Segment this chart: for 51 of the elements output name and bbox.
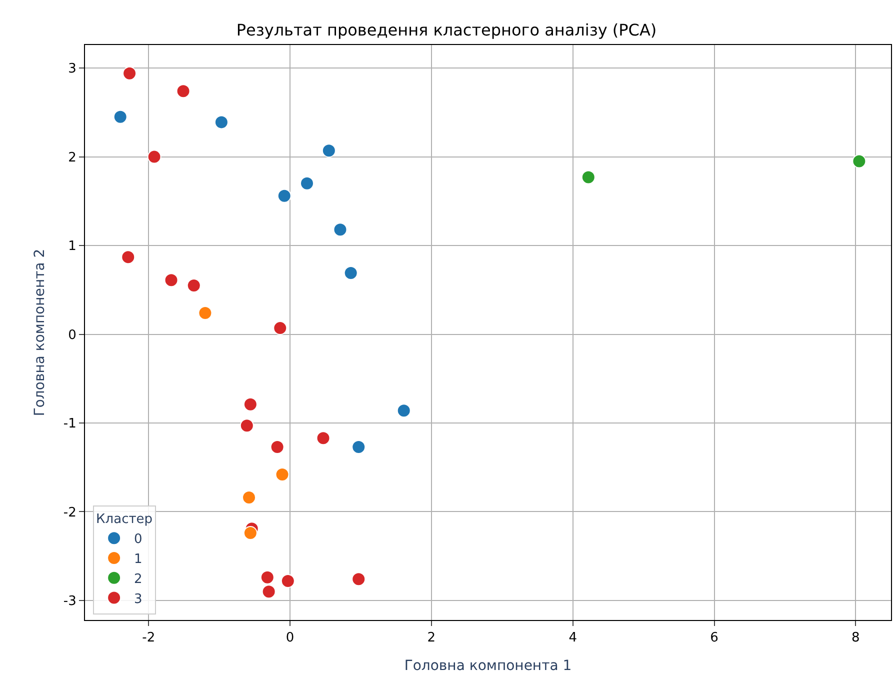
y-tick-label: 0 [68, 328, 76, 343]
point [581, 170, 596, 184]
chart-title: Результат проведення кластерного аналізу (PCA) [236, 20, 657, 40]
point [273, 321, 288, 336]
y-tick-label: -1 [63, 416, 76, 432]
y-tick-label: 3 [68, 62, 76, 77]
y-tick-label: -2 [63, 505, 76, 520]
point [260, 570, 274, 584]
point [396, 404, 411, 418]
x-tick-label: 8 [852, 630, 860, 646]
y-tick-label: 2 [68, 150, 76, 166]
point [344, 266, 358, 280]
point [280, 574, 295, 588]
y-tick-label: 1 [68, 239, 76, 254]
point [300, 176, 314, 190]
x-tick-label: 4 [568, 630, 577, 646]
x-tick-label: -2 [142, 630, 156, 646]
point [186, 278, 201, 292]
x-tick-label: 2 [427, 630, 436, 646]
point [147, 150, 162, 164]
x-axis-title: Головна компонента 1 [404, 658, 572, 674]
legend-label: 0 [134, 532, 142, 548]
point [240, 418, 254, 433]
point [352, 440, 366, 454]
legend-label: 1 [134, 552, 142, 568]
point [852, 154, 866, 168]
point [277, 188, 292, 203]
point [243, 397, 258, 412]
x-tick-label: 6 [710, 630, 718, 646]
point [121, 250, 136, 264]
point [352, 572, 366, 586]
y-tick-label: -3 [63, 594, 76, 610]
point [122, 66, 137, 80]
x-tick-label: 0 [286, 630, 294, 646]
point [316, 431, 330, 446]
point [176, 84, 190, 98]
legend-label: 2 [134, 572, 142, 587]
point [113, 110, 128, 124]
point [243, 526, 258, 540]
point [262, 584, 276, 599]
point [333, 222, 348, 237]
point [242, 490, 256, 505]
point [275, 467, 290, 482]
point [322, 144, 336, 158]
legend-label: 3 [134, 592, 142, 607]
point [270, 440, 284, 454]
point [164, 273, 178, 288]
point [214, 115, 228, 130]
point [198, 306, 212, 320]
y-axis-title: Головна компонента 2 [32, 248, 48, 416]
legend-title: Кластер [96, 512, 153, 528]
